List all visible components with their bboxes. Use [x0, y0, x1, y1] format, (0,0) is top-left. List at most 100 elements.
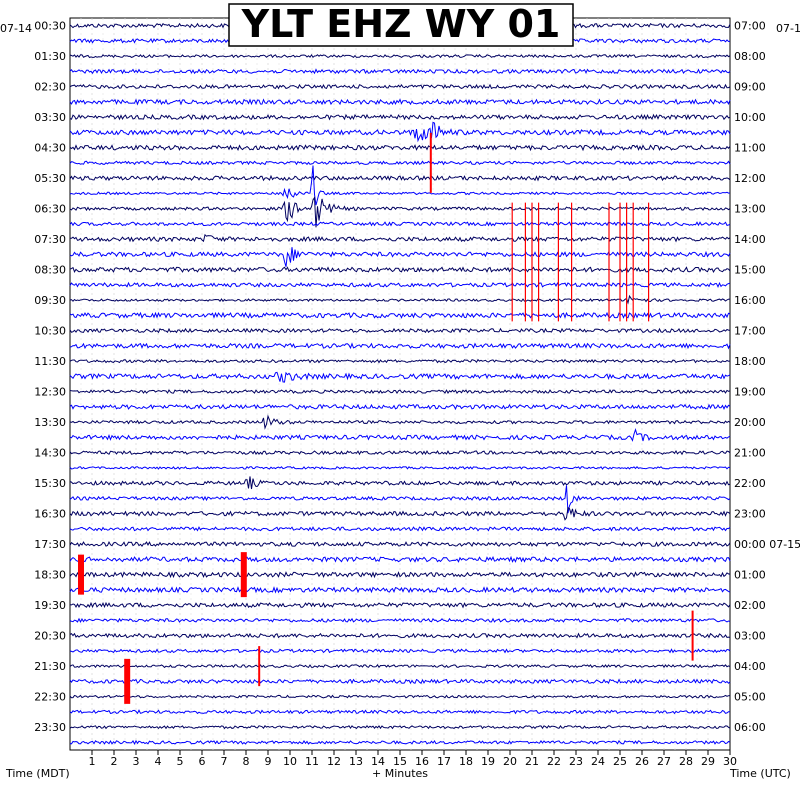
y-tick-label-right: 02:00 [734, 599, 766, 612]
trace-line [69, 648, 731, 654]
chart-title: YLT EHZ WY 01 [241, 2, 561, 46]
trace-line [69, 506, 731, 521]
x-tick-label: 7 [221, 755, 228, 768]
y-tick-label-right: 04:00 [734, 660, 766, 673]
x-tick-label: 16 [415, 755, 429, 768]
trace-line [69, 427, 731, 442]
x-tick-label: 29 [701, 755, 715, 768]
trace-line [69, 555, 731, 563]
y-tick-label-right: 01:00 [734, 569, 766, 582]
y-axis-right-label: Time (UTC) [729, 767, 791, 780]
y-tick-label-right: 05:00 [734, 691, 766, 704]
y-tick-label-right: 14:00 [734, 233, 766, 246]
y-tick-label-left: 03:30 [34, 111, 66, 124]
x-tick-label: 3 [133, 755, 140, 768]
y-tick-label-left: 19:30 [34, 599, 66, 612]
trace-line [69, 617, 731, 624]
x-tick-label: 8 [243, 755, 250, 768]
clipped-event [429, 132, 432, 193]
x-tick-label: 10 [283, 755, 297, 768]
y-tick-label-left: 02:30 [34, 81, 66, 94]
y-tick-label-left: 06:30 [34, 203, 66, 216]
clipped-event [240, 552, 247, 598]
trace-line [69, 68, 731, 75]
x-tick-label: 24 [591, 755, 605, 768]
x-tick-label: 25 [613, 755, 627, 768]
x-tick-label: 4 [155, 755, 162, 768]
y-tick-label-right: 15:00 [734, 264, 766, 277]
trace-line [69, 664, 731, 669]
grid-layer [80, 18, 709, 750]
trace-layer [69, 22, 731, 746]
y-tick-label-right: 16:00 [734, 294, 766, 307]
x-tick-label: 20 [503, 755, 517, 768]
y-tick-label-left: 10:30 [34, 325, 66, 338]
y-tick-label-left: 01:30 [34, 50, 66, 63]
clipped-event [78, 554, 84, 595]
y-tick-label-right: 11:00 [734, 142, 766, 155]
y-tick-label-right: 06:00 [734, 721, 766, 734]
clipped-event [258, 646, 261, 687]
y-tick-label-right: 17:00 [734, 325, 766, 338]
x-tick-label: 15 [393, 755, 407, 768]
y-tick-label-right: 08:00 [734, 50, 766, 63]
y-tick-label-left: 08:30 [34, 264, 66, 277]
x-tick-label: 17 [437, 755, 451, 768]
trace-line [69, 485, 731, 514]
x-tick-label: 1 [89, 755, 96, 768]
trace-line [69, 632, 731, 639]
y-tick-label-right: 12:00 [734, 172, 766, 185]
clipped-event [691, 610, 694, 661]
x-tick-label: 26 [635, 755, 649, 768]
y-tick-label-left: 11:30 [34, 355, 66, 368]
y-tick-label-left: 00:30 [34, 20, 66, 33]
y-tick-label-right: 23:00 [734, 508, 766, 521]
x-tick-label: 30 [723, 755, 737, 768]
trace-line [69, 739, 731, 746]
trace-line [69, 165, 731, 206]
y-tick-label-left: 13:30 [34, 416, 66, 429]
y-tick-label-right: 13:00 [734, 203, 766, 216]
x-tick-label: 14 [371, 755, 385, 768]
trace-line [69, 678, 731, 685]
trace-line [69, 144, 731, 152]
y-tick-label-right: 22:00 [734, 477, 766, 490]
trace-line [69, 476, 731, 490]
trace-line [69, 725, 731, 730]
y-tick-label-left: 20:30 [34, 630, 66, 643]
trace-line [69, 540, 731, 548]
clipped-event [124, 658, 131, 704]
trace-line [69, 83, 731, 90]
y-tick-label-right: 18:00 [734, 355, 766, 368]
trace-line [69, 371, 731, 383]
trace-line [69, 121, 731, 143]
trace-line [69, 174, 731, 182]
trace-line [69, 601, 731, 609]
y-tick-label-left: 22:30 [34, 691, 66, 704]
trace-line [69, 571, 731, 579]
date-left: 07-14 [0, 22, 32, 35]
trace-line [69, 98, 731, 106]
x-tick-label: 13 [349, 755, 363, 768]
trace-line [69, 160, 731, 166]
trace-line [69, 466, 731, 470]
y-tick-label-left: 15:30 [34, 477, 66, 490]
x-tick-label: 6 [199, 755, 206, 768]
trace-line [69, 342, 731, 350]
trace-line [69, 327, 731, 334]
trace-line [69, 389, 731, 395]
y-tick-label-right: 21:00 [734, 447, 766, 460]
trace-line [69, 403, 731, 411]
x-tick-label: 9 [265, 755, 272, 768]
x-tick-label: 23 [569, 755, 583, 768]
x-tick-label: 11 [305, 755, 319, 768]
x-tick-label: 18 [459, 755, 473, 768]
x-tick-label: 21 [525, 755, 539, 768]
trace-line [69, 450, 731, 456]
y-axis-left-label: Time (MDT) [5, 767, 70, 780]
x-tick-label: 5 [177, 755, 184, 768]
trace-line [69, 358, 731, 364]
y-tick-label-left: 18:30 [34, 569, 66, 582]
y-tick-label-right: 20:00 [734, 416, 766, 429]
